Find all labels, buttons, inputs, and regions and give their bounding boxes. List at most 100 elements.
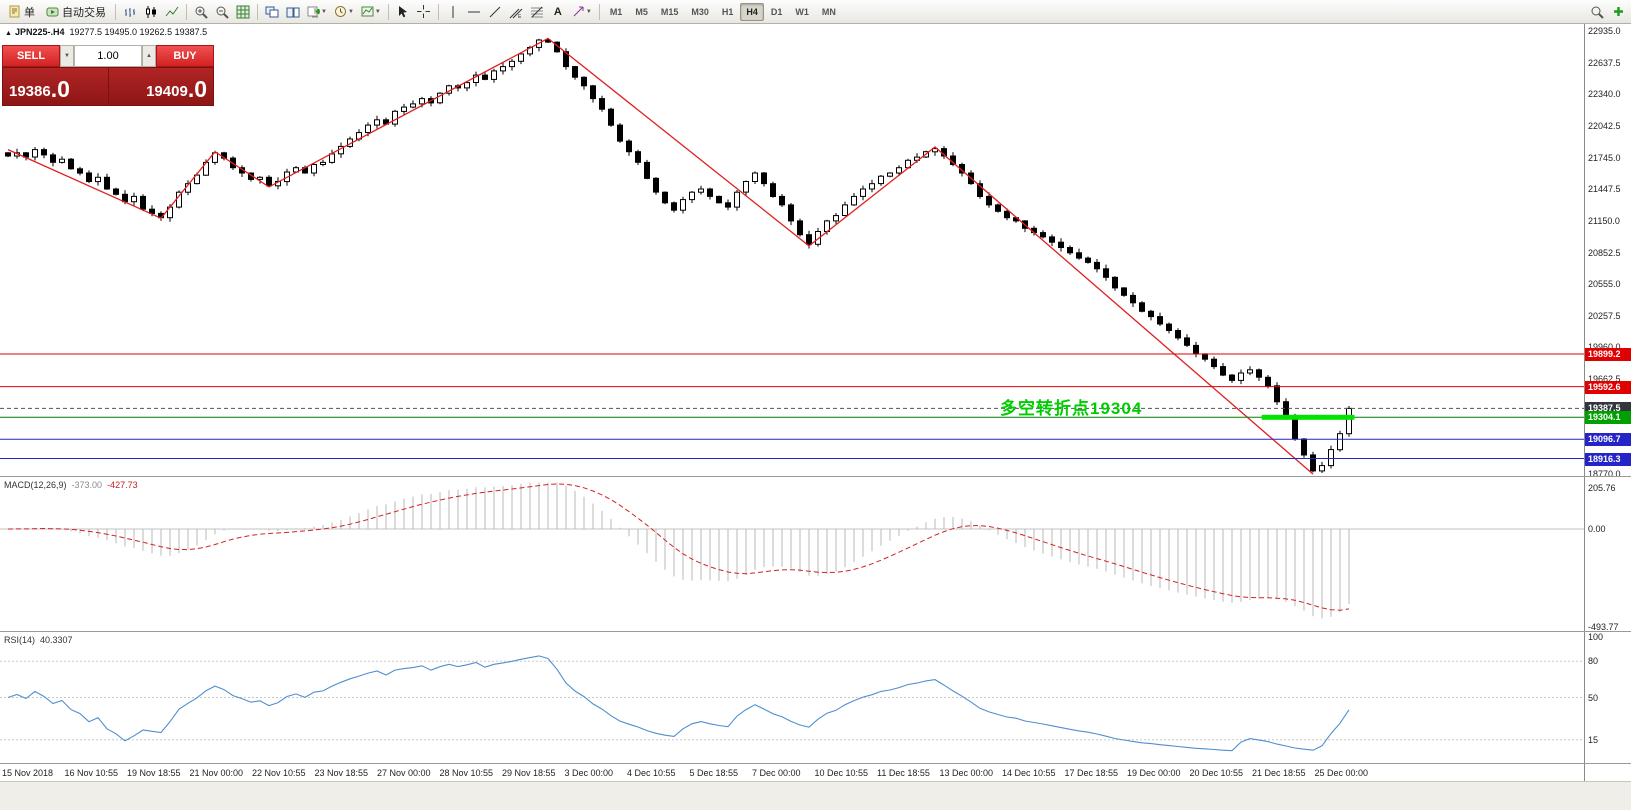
autotrading-icon — [46, 7, 59, 17]
toolbar-separator — [186, 3, 187, 20]
arrows-tool-button[interactable]: ▼ — [569, 2, 595, 22]
price-axis-label: 21447.5 — [1588, 184, 1621, 194]
timeframe-h1[interactable]: H1 — [721, 6, 734, 17]
chart-title: ▲ JPN225-.H4 19277.5 19495.0 19262.5 19387… — [5, 27, 207, 37]
zoom-in-icon[interactable] — [191, 2, 211, 22]
chart-annotation-text: 多空转折点19304 — [1000, 399, 1143, 418]
price-axis-label: 20257.5 — [1588, 311, 1621, 321]
timeframe-m15[interactable]: M15 — [660, 6, 679, 17]
template-icon — [361, 6, 374, 17]
macd-pane-canvas[interactable] — [0, 477, 1584, 631]
price-axis-label: 22042.5 — [1588, 121, 1621, 131]
time-axis[interactable]: 15 Nov 2018 16 Nov 10:55 19 Nov 18:55 21 No… — [0, 764, 1584, 781]
arrange-windows-icon[interactable] — [262, 2, 282, 22]
time-axis-label: 29 Nov 18:55 — [502, 768, 556, 778]
time-axis-label: 28 Nov 10:55 — [439, 768, 494, 778]
volume-decrement-button[interactable]: ▼ — [60, 45, 74, 67]
rsi-label: RSI(14) 40.3307 — [4, 635, 73, 645]
templates-button[interactable]: ▼ — [358, 2, 384, 22]
time-axis-label: 4 Dec 10:55 — [627, 768, 676, 778]
time-axis-label: 11 Dec 18:55 — [877, 768, 930, 778]
buy-button[interactable]: BUY — [156, 45, 214, 67]
time-axis-label: 7 Dec 00:00 — [752, 768, 801, 778]
timeframe-m30[interactable]: M30 — [691, 6, 709, 17]
timeframe-m5[interactable]: M5 — [635, 6, 648, 17]
chevron-down-icon: ▼ — [347, 8, 354, 15]
main-chart-canvas[interactable] — [0, 24, 1584, 476]
chevron-down-icon: ▼ — [374, 8, 381, 15]
autotrading-button[interactable]: 自动交易 — [41, 2, 111, 22]
text-tool-button[interactable]: A — [553, 5, 562, 18]
time-axis-label: 15 Nov 2018 — [2, 768, 54, 778]
buy-price[interactable]: 19409.0 — [107, 68, 214, 105]
time-axis-label: 20 Dec 10:55 — [1189, 768, 1244, 778]
rsi-axis-label: 80 — [1588, 656, 1599, 666]
toolbar-separator — [257, 3, 258, 20]
price-axis-label: 22637.5 — [1588, 58, 1621, 68]
price-axis-label: 21150.0 — [1588, 216, 1620, 226]
fibonacci-icon[interactable] — [527, 2, 547, 22]
arrow-tool-icon — [573, 6, 584, 17]
price-axis-label: 22935.0 — [1588, 26, 1621, 36]
price-tag: 19096.7 — [1585, 433, 1631, 446]
price-tag: 18916.3 — [1585, 453, 1631, 466]
price-axis[interactable]: 22935.0 22637.5 22340.0 22042.5 21745.0 21447… — [1584, 24, 1631, 781]
price-axis-label: 19960.0 — [1588, 342, 1621, 352]
time-axis-label: 22 Nov 10:55 — [252, 768, 306, 778]
tile-windows-icon[interactable] — [233, 2, 253, 22]
toolbar: 单 自动交易 — [0, 0, 1631, 24]
timeframe-h4[interactable]: H4 — [740, 2, 764, 21]
pane-divider — [0, 763, 1631, 764]
time-axis-label: 23 Nov 18:55 — [314, 768, 369, 778]
timeframe-m1[interactable]: M1 — [609, 6, 623, 17]
cascade-windows-icon[interactable] — [283, 2, 303, 22]
trendline-icon[interactable] — [485, 2, 505, 22]
time-axis-label: 5 Dec 18:55 — [689, 768, 739, 778]
price-axis-label: 18770.0 — [1588, 469, 1621, 479]
chevron-down-icon: ▼ — [585, 8, 592, 15]
macd-axis-label: 205.76 — [1588, 483, 1616, 493]
time-axis-label: 3 Dec 00:00 — [564, 768, 614, 778]
price-tag: 19304.1 — [1585, 411, 1631, 424]
timeframe-w1[interactable]: W1 — [795, 6, 809, 17]
rsi-pane-canvas[interactable] — [0, 632, 1584, 763]
rsi-axis-label: 50 — [1588, 693, 1599, 703]
time-axis-label: 17 Dec 18:55 — [1064, 768, 1119, 778]
crosshair-icon[interactable] — [414, 2, 434, 22]
time-axis-label: 10 Dec 10:55 — [814, 768, 869, 778]
chevron-down-icon: ▼ — [321, 8, 327, 15]
one-click-trading-widget: SELL ▼ ▲ BUY 19386.0 19409.0 — [2, 45, 214, 106]
price-axis-label: 20852.5 — [1588, 248, 1621, 258]
cursor-icon[interactable] — [393, 2, 413, 22]
timeframe-mn[interactable]: MN — [821, 6, 836, 17]
bar-chart-icon[interactable] — [120, 2, 140, 22]
volume-increment-button[interactable]: ▲ — [142, 45, 156, 67]
time-axis-label: 27 Nov 00:00 — [377, 768, 431, 778]
time-axis-label: 16 Nov 10:55 — [64, 768, 119, 778]
periods-button[interactable]: ▼ — [331, 2, 357, 22]
timeframe-d1[interactable]: D1 — [770, 6, 783, 17]
collapse-icon[interactable]: ▲ — [5, 30, 12, 37]
time-axis-label: 25 Dec 00:00 — [1314, 768, 1369, 778]
add-chart-icon[interactable] — [1608, 2, 1628, 22]
line-chart-icon[interactable] — [162, 2, 182, 22]
candlestick-chart-icon[interactable] — [141, 2, 161, 22]
time-axis-label: 21 Dec 18:55 — [1252, 768, 1306, 778]
new-order-button[interactable]: 单 — [3, 2, 40, 22]
price-axis-label: 22340.0 — [1588, 89, 1621, 99]
channel-icon[interactable]: E — [506, 2, 526, 22]
vertical-line-icon[interactable] — [443, 2, 463, 22]
search-icon[interactable] — [1587, 2, 1607, 22]
zoom-out-icon[interactable] — [212, 2, 232, 22]
horizontal-line-icon[interactable] — [464, 2, 484, 22]
pane-divider[interactable] — [0, 476, 1631, 477]
volume-input[interactable] — [74, 45, 142, 67]
pane-divider[interactable] — [0, 631, 1631, 632]
svg-text:E: E — [518, 14, 522, 19]
add-indicator-button[interactable]: ▼ — [304, 2, 330, 22]
sell-price[interactable]: 19386.0 — [9, 76, 70, 103]
autotrading-label: 自动交易 — [62, 6, 106, 19]
sell-button[interactable]: SELL — [2, 45, 60, 67]
clock-icon — [334, 6, 346, 17]
